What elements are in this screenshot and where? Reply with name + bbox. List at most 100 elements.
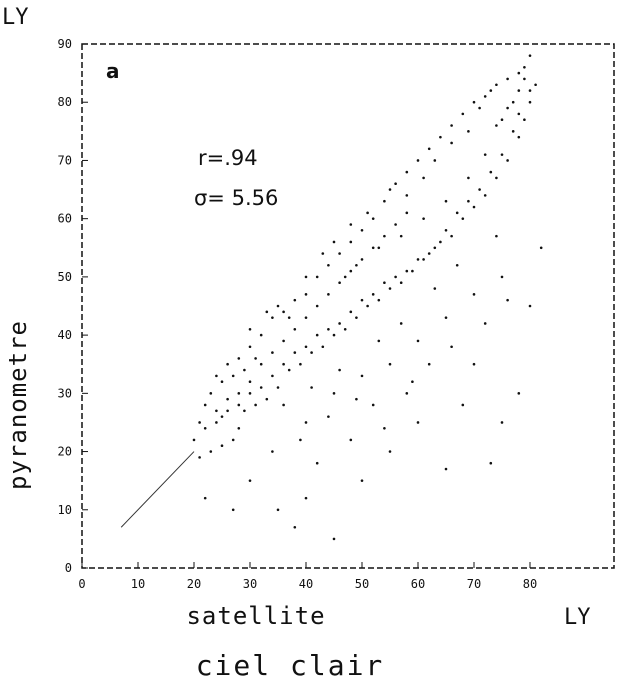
data-point <box>489 89 493 92</box>
data-point <box>293 298 297 302</box>
y-tick-label: 60 <box>58 212 72 226</box>
data-point <box>209 450 213 453</box>
y-tick-label: 0 <box>65 561 72 575</box>
data-point <box>405 392 409 395</box>
data-point <box>534 83 537 87</box>
data-point <box>383 234 386 238</box>
data-point <box>293 525 297 529</box>
data-point <box>276 386 280 389</box>
y-tick-label: 50 <box>58 270 72 284</box>
data-point <box>198 456 201 459</box>
data-point <box>427 147 431 151</box>
data-point <box>422 217 425 220</box>
data-point <box>405 269 409 273</box>
data-point <box>215 421 218 424</box>
data-point <box>299 362 302 366</box>
data-point <box>383 281 386 285</box>
diagonal-line <box>120 451 195 528</box>
data-point <box>394 182 397 186</box>
data-point <box>198 421 201 424</box>
data-point <box>327 263 330 267</box>
data-point <box>360 298 364 302</box>
data-point <box>321 345 325 349</box>
x-tick-label: 80 <box>523 577 537 591</box>
data-point <box>394 223 397 226</box>
data-point <box>500 275 504 279</box>
data-point <box>472 293 476 296</box>
y-tick-label: 10 <box>58 503 72 517</box>
x-tick-labels: 0 10 20 30 40 50 60 70 80 <box>78 577 537 591</box>
data-point <box>500 153 504 156</box>
data-point <box>383 426 386 430</box>
data-point <box>265 310 269 314</box>
data-point <box>321 252 325 255</box>
data-point <box>360 374 364 378</box>
data-point <box>450 234 453 238</box>
data-point <box>416 159 420 162</box>
data-point <box>349 438 353 442</box>
data-point <box>461 112 465 116</box>
data-point <box>293 327 297 331</box>
data-point <box>433 159 437 162</box>
data-point <box>461 217 465 220</box>
x-tick-label: 0 <box>78 577 85 591</box>
data-point <box>483 322 487 325</box>
figure-caption: ciel clair <box>196 649 385 682</box>
data-point <box>310 386 313 389</box>
data-point <box>388 450 392 453</box>
data-point <box>450 124 453 127</box>
data-point <box>299 438 302 442</box>
data-point <box>528 54 532 57</box>
x-tick-label: 10 <box>131 577 145 591</box>
data-point <box>450 141 453 145</box>
data-point <box>332 333 336 337</box>
data-point <box>506 298 509 302</box>
data-point <box>399 234 403 238</box>
data-point <box>355 397 358 401</box>
data-point <box>517 89 521 92</box>
data-point <box>271 374 274 378</box>
data-point <box>203 403 207 407</box>
data-point <box>399 281 403 285</box>
data-point <box>243 409 246 413</box>
y-unit-label: LY <box>2 5 29 30</box>
data-point <box>254 357 257 360</box>
data-point <box>489 461 493 465</box>
data-point <box>226 409 229 413</box>
y-tick-label: 20 <box>58 445 72 459</box>
data-point <box>231 438 235 442</box>
data-point <box>259 333 263 337</box>
data-point <box>248 327 252 331</box>
data-point <box>271 450 274 453</box>
data-point <box>444 316 448 319</box>
data-point <box>366 211 369 215</box>
data-point <box>444 229 448 232</box>
data-point <box>377 339 381 343</box>
data-point <box>495 124 498 127</box>
data-point <box>349 240 353 244</box>
data-point <box>495 176 498 180</box>
data-point <box>220 415 224 418</box>
panel-label: a <box>106 59 120 83</box>
data-point <box>528 89 532 92</box>
data-point <box>360 258 364 261</box>
data-point <box>427 362 431 366</box>
data-point <box>304 421 308 424</box>
data-point <box>455 263 459 267</box>
data-point <box>304 275 308 279</box>
data-point <box>371 246 375 250</box>
data-point <box>327 415 330 418</box>
data-point <box>248 392 252 395</box>
data-point <box>265 397 269 401</box>
data-point <box>366 304 369 308</box>
data-point <box>444 199 448 203</box>
data-point <box>483 95 487 98</box>
x-tick-label: 20 <box>187 577 201 591</box>
data-point <box>203 496 207 500</box>
data-point <box>192 438 196 442</box>
data-point <box>371 217 375 220</box>
data-point <box>248 380 252 383</box>
data-point <box>416 421 420 424</box>
data-point <box>282 362 285 366</box>
data-point <box>523 65 526 69</box>
